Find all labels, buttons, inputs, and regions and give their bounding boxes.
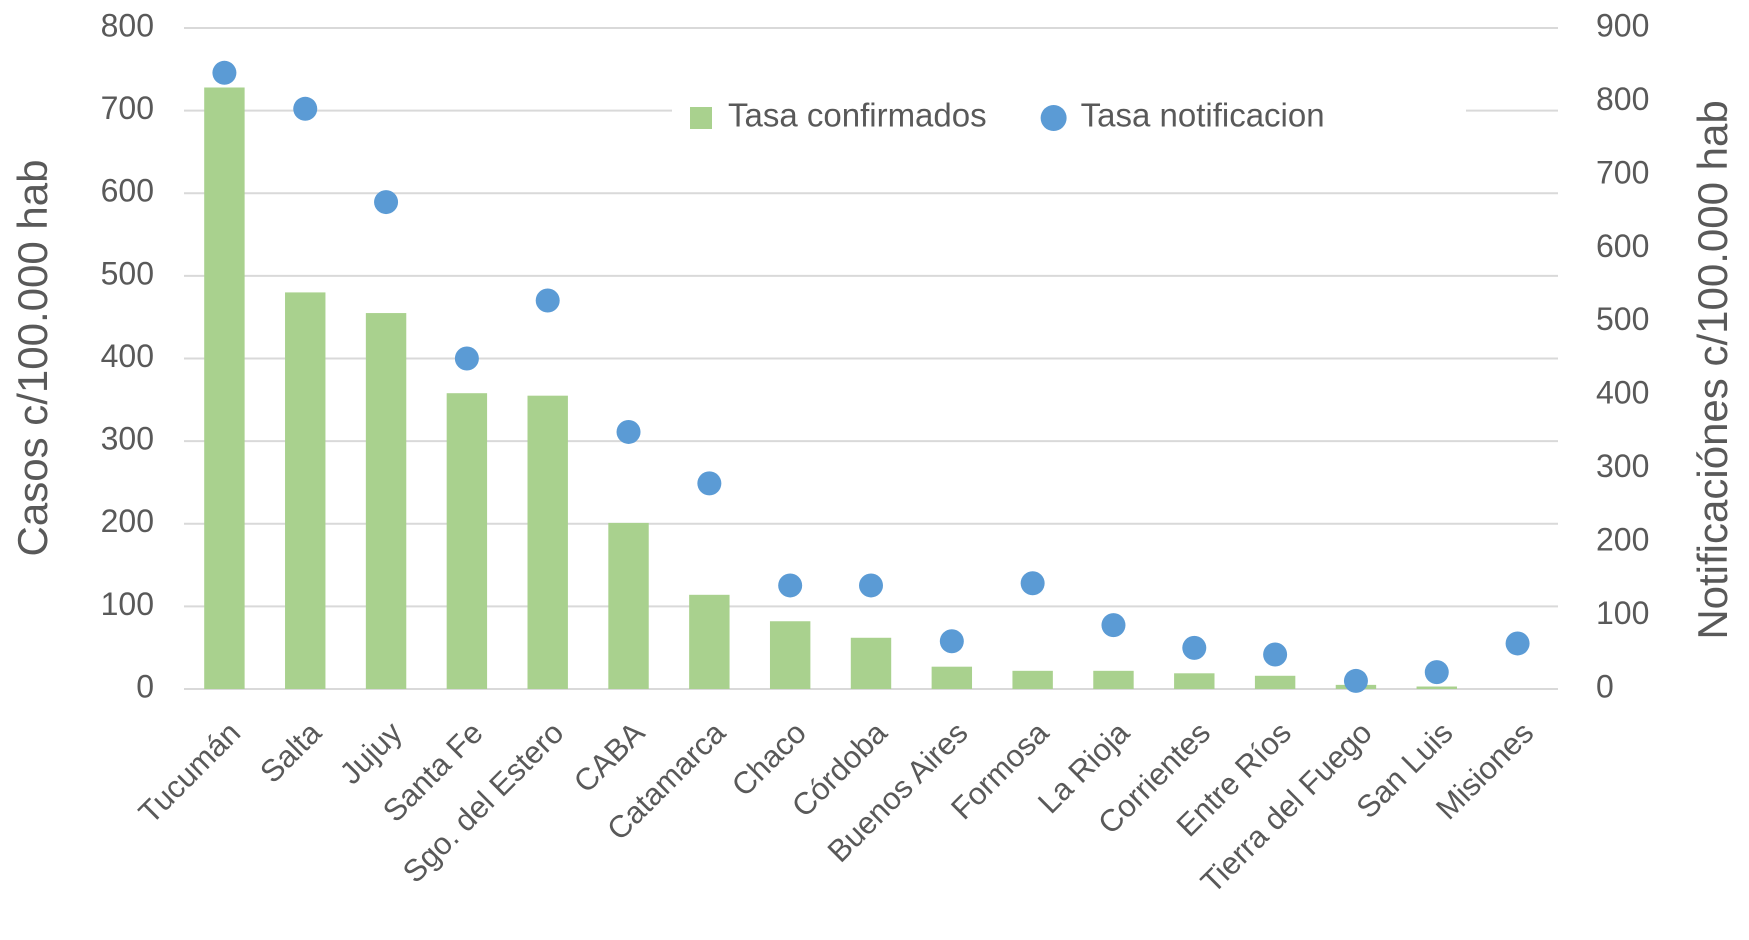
- dot: [1505, 631, 1530, 656]
- y-tick-label: 700: [101, 90, 154, 126]
- y2-tick-label: 300: [1596, 448, 1649, 484]
- bar: [1012, 670, 1053, 689]
- y2-tick-label: 700: [1596, 154, 1649, 190]
- x-tick-label: Jujuy: [333, 715, 409, 791]
- y2-tick-label: 400: [1596, 375, 1649, 411]
- bar: [365, 313, 407, 689]
- x-tick-label: Salta: [253, 714, 328, 789]
- bar: [931, 666, 973, 689]
- dot: [778, 573, 803, 598]
- bar: [769, 621, 811, 689]
- y2-tick-label: 0: [1596, 668, 1614, 704]
- dot: [1424, 660, 1449, 685]
- dot: [454, 346, 479, 371]
- bar: [285, 292, 326, 689]
- dot: [697, 471, 722, 496]
- y-tick-label: 800: [101, 7, 154, 43]
- dot: [293, 96, 318, 121]
- legend-box: [672, 88, 1466, 148]
- y2-tick-label: 900: [1596, 7, 1649, 43]
- dot: [212, 60, 237, 85]
- y2-axis-title: Notificaciónes c/100.000 hab: [1689, 100, 1736, 639]
- y-tick-label: 600: [101, 173, 154, 209]
- y2-tick-label: 100: [1596, 595, 1649, 631]
- dot: [616, 419, 641, 444]
- y-tick-label: 500: [101, 255, 154, 291]
- dot: [939, 629, 964, 654]
- y2-tick-label: 600: [1596, 228, 1649, 264]
- y-tick-label: 0: [136, 668, 154, 704]
- dot: [1101, 613, 1126, 638]
- bar: [527, 395, 568, 689]
- y-tick-label: 300: [101, 421, 154, 457]
- bar: [446, 393, 488, 689]
- dot: [859, 573, 883, 598]
- bar: [1254, 675, 1296, 689]
- y-tick-label: 400: [101, 338, 154, 374]
- legend-label: Tasa confirmados: [728, 97, 987, 134]
- dot: [1343, 668, 1368, 693]
- legend-label: Tasa notificacion: [1081, 97, 1325, 134]
- y-tick-label: 100: [101, 586, 154, 622]
- bar: [689, 594, 730, 689]
- y-axis-title: Casos c/100.000 hab: [9, 160, 56, 557]
- bar: [204, 87, 245, 690]
- y-tick-label: 200: [101, 503, 154, 539]
- legend-swatch: [1040, 105, 1067, 131]
- bar: [850, 637, 892, 689]
- dot: [1263, 642, 1288, 667]
- bar: [608, 522, 649, 689]
- bar: [1174, 673, 1215, 689]
- legend-swatch: [690, 107, 712, 129]
- bar: [1416, 686, 1457, 689]
- dot: [374, 190, 399, 215]
- bar: [1093, 670, 1134, 689]
- dot: [535, 288, 560, 313]
- y2-tick-label: 200: [1596, 522, 1649, 558]
- y2-tick-label: 800: [1596, 81, 1649, 117]
- x-tick-label: Tucumán: [132, 715, 247, 830]
- x-tick-label: Buenos Aires: [821, 715, 975, 869]
- y2-tick-label: 500: [1596, 301, 1649, 337]
- dot: [1020, 571, 1045, 596]
- dot: [1182, 635, 1207, 660]
